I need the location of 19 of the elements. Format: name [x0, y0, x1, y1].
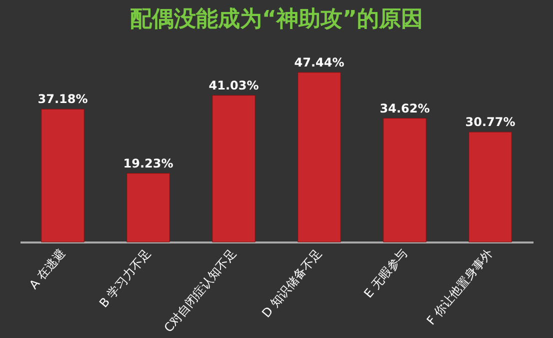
chart-title: 配偶没能成为“神助攻”的原因	[130, 7, 423, 32]
x-tick-label: F 你让他置身事外	[424, 246, 496, 328]
data-label: 41.03%	[208, 78, 259, 92]
bar	[383, 118, 426, 242]
x-tick-label: C对自闭症认知不足	[161, 246, 240, 335]
data-label: 19.23%	[123, 156, 174, 170]
x-tick-label: E 无暇参与	[361, 246, 410, 301]
bar	[41, 108, 84, 242]
x-tick-label: B 学习力不足	[96, 246, 154, 310]
x-tick-label: D 知识储备不足	[259, 246, 325, 320]
data-label: 30.77%	[465, 115, 516, 130]
bar	[212, 95, 256, 242]
x-tick-label: A 在逃避	[26, 246, 68, 292]
data-label: 37.18%	[38, 92, 88, 106]
data-label: 34.62%	[380, 101, 430, 116]
bar	[298, 72, 341, 242]
bar	[468, 132, 512, 242]
data-label: 47.44%	[294, 55, 344, 70]
bar	[126, 173, 170, 242]
